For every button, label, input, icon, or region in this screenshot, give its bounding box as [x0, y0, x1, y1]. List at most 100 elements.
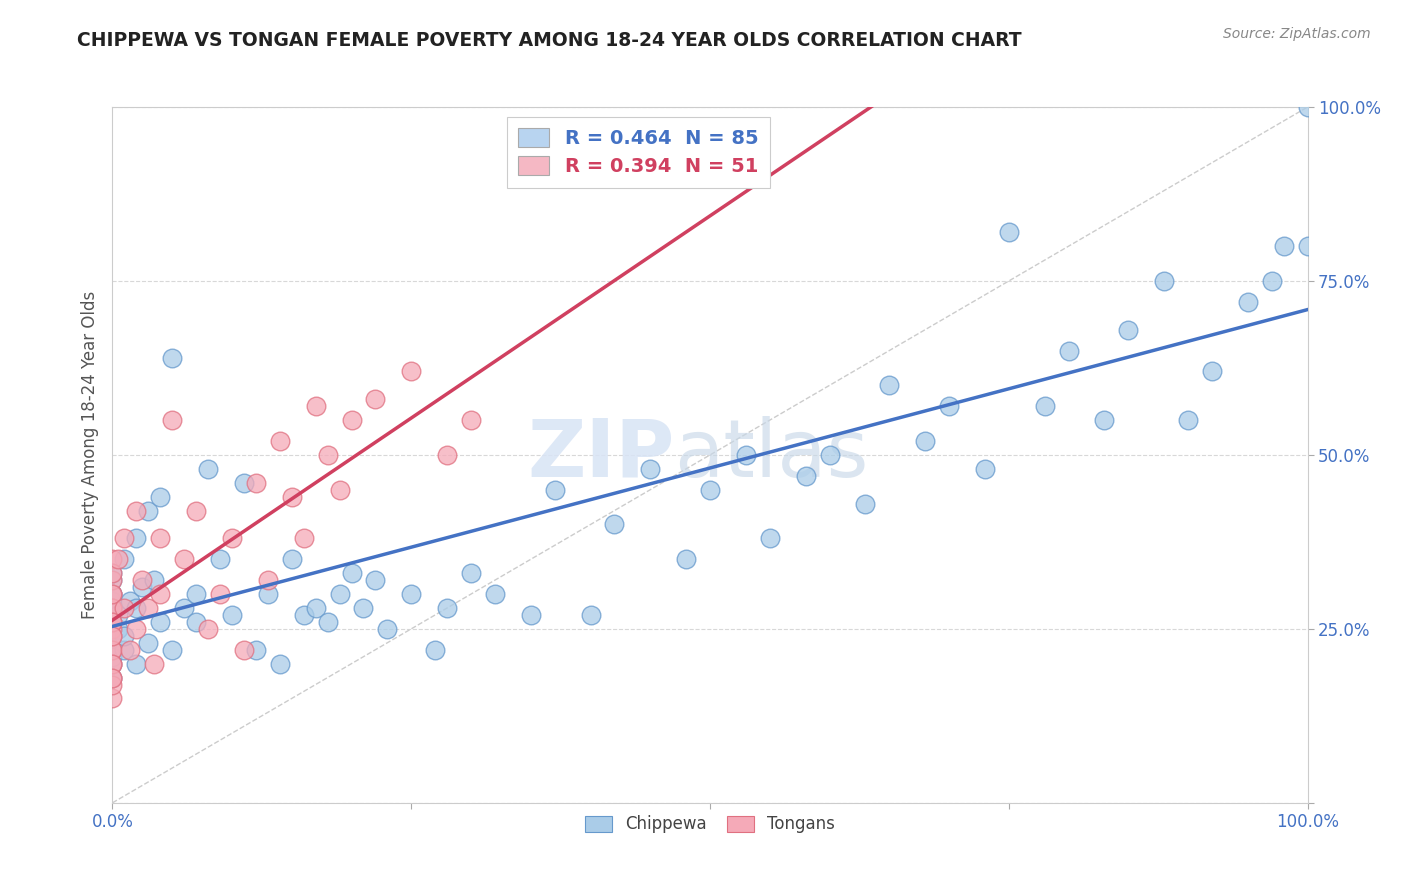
Point [914, 434, 936, 448]
Point [186, 503, 208, 517]
Point [101, 594, 124, 608]
Point [101, 629, 124, 643]
Point [101, 601, 124, 615]
Point [699, 483, 721, 497]
Point [114, 642, 135, 657]
Point [162, 351, 183, 365]
Point [401, 364, 423, 378]
Point [101, 573, 124, 587]
Point [640, 462, 662, 476]
Point [579, 607, 602, 622]
Point [245, 642, 267, 657]
Point [1296, 239, 1319, 253]
Point [101, 615, 124, 629]
Point [149, 490, 172, 504]
Point [316, 448, 339, 462]
Point [138, 503, 160, 517]
Point [209, 552, 232, 566]
Point [107, 622, 129, 636]
Point [305, 601, 328, 615]
Point [114, 552, 135, 566]
Point [186, 587, 208, 601]
Point [101, 587, 124, 601]
Point [101, 657, 124, 671]
Point [162, 413, 183, 427]
Point [197, 622, 219, 636]
Point [233, 642, 256, 657]
Point [186, 615, 208, 629]
Point [162, 642, 183, 657]
Point [173, 601, 195, 615]
Point [107, 552, 129, 566]
Text: atlas: atlas [675, 416, 869, 494]
Point [329, 587, 352, 601]
Text: Source: ZipAtlas.com: Source: ZipAtlas.com [1223, 27, 1371, 41]
Point [425, 642, 447, 657]
Text: CHIPPEWA VS TONGAN FEMALE POVERTY AMONG 18-24 YEAR OLDS CORRELATION CHART: CHIPPEWA VS TONGAN FEMALE POVERTY AMONG … [77, 31, 1022, 50]
Point [101, 601, 124, 615]
Point [281, 552, 304, 566]
Point [340, 566, 363, 581]
Y-axis label: Female Poverty Among 18-24 Year Olds: Female Poverty Among 18-24 Year Olds [80, 291, 98, 619]
Point [101, 671, 124, 685]
Point [101, 671, 124, 685]
Point [401, 587, 423, 601]
Point [197, 462, 219, 476]
Point [120, 594, 142, 608]
Point [149, 532, 172, 546]
Point [107, 607, 129, 622]
Point [352, 601, 374, 615]
Point [233, 475, 256, 490]
Point [101, 677, 124, 691]
Point [543, 483, 565, 497]
Point [131, 573, 153, 587]
Point [1177, 413, 1199, 427]
Point [209, 587, 232, 601]
Point [101, 642, 124, 657]
Point [818, 448, 841, 462]
Point [1033, 399, 1056, 413]
Point [221, 607, 243, 622]
Point [998, 225, 1021, 239]
Point [520, 607, 543, 622]
Point [460, 413, 482, 427]
Point [305, 399, 328, 413]
Point [101, 587, 124, 601]
Point [120, 642, 142, 657]
Point [114, 532, 135, 546]
Point [101, 601, 124, 615]
Point [794, 468, 817, 483]
Point [101, 587, 124, 601]
Point [269, 657, 291, 671]
Point [101, 615, 124, 629]
Point [125, 657, 148, 671]
Point [292, 607, 315, 622]
Point [759, 532, 782, 546]
Point [101, 601, 124, 615]
Point [1094, 413, 1116, 427]
Point [436, 448, 458, 462]
Point [131, 580, 153, 594]
Point [221, 532, 243, 546]
Point [101, 691, 124, 706]
Point [245, 475, 267, 490]
Point [149, 615, 172, 629]
Point [101, 573, 124, 587]
Point [257, 587, 280, 601]
Point [138, 601, 160, 615]
Point [938, 399, 960, 413]
Point [855, 497, 877, 511]
Point [1296, 100, 1319, 114]
Point [269, 434, 291, 448]
Point [101, 552, 124, 566]
Point [101, 649, 124, 664]
Point [143, 657, 166, 671]
Point [114, 601, 135, 615]
Point [1237, 294, 1260, 309]
Point [675, 552, 697, 566]
Point [101, 622, 124, 636]
Point [364, 392, 387, 407]
Point [257, 573, 280, 587]
Point [101, 615, 124, 629]
Point [436, 601, 458, 615]
